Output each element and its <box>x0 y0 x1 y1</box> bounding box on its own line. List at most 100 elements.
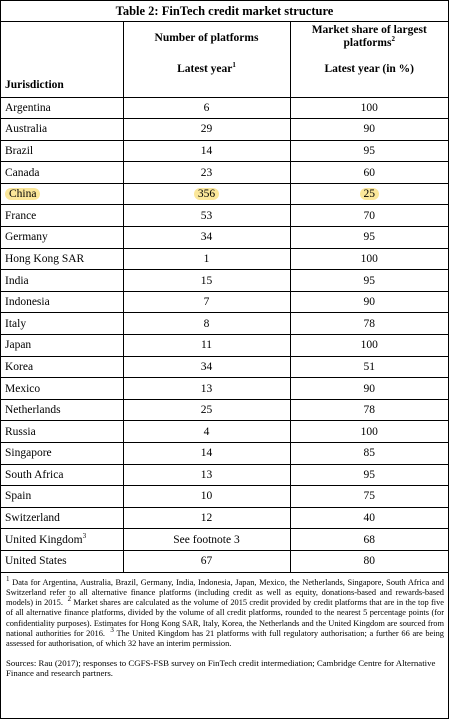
jurisdiction-cell: Germany <box>1 227 123 249</box>
jurisdiction-cell: United Kingdom3 <box>1 529 123 551</box>
jurisdiction-cell: United States <box>1 550 123 572</box>
share-cell: 78 <box>289 312 448 335</box>
share-value: 100 <box>360 425 378 438</box>
platforms-cell: 14 <box>122 442 290 465</box>
jurisdiction-cell: China <box>1 183 123 205</box>
jurisdiction-cell: Spain <box>1 486 123 508</box>
table-row: Russia 4 100 <box>1 420 448 443</box>
platforms-cell: 11 <box>122 334 290 357</box>
footnote-1: Data for Argentina, Australia, Brazil, G… <box>6 577 444 608</box>
platforms-cell: 8 <box>122 312 290 335</box>
share-value: 100 <box>360 101 378 114</box>
jurisdiction-name: Canada <box>5 166 40 179</box>
platforms-value: 14 <box>200 447 213 460</box>
platforms-value: 13 <box>200 468 213 481</box>
platforms-value: 356 <box>193 188 220 201</box>
jurisdiction-cell: Argentina <box>1 97 123 119</box>
footnote-1-mark: 1 <box>6 574 10 583</box>
share-value: 100 <box>360 339 378 352</box>
share-cell: 75 <box>289 485 448 508</box>
jurisdiction-name: China <box>5 188 41 201</box>
platforms-cell: 23 <box>122 161 290 184</box>
share-value: 80 <box>363 555 376 568</box>
table-row: China 356 25 <box>1 183 448 205</box>
platforms-cell: See footnote 3 <box>122 528 290 551</box>
table-row: Canada 23 60 <box>1 161 448 184</box>
platforms-cell: 6 <box>122 97 290 119</box>
table-row: United States 67 80 <box>1 550 448 573</box>
share-value: 68 <box>363 533 376 546</box>
platforms-cell: 34 <box>122 226 290 249</box>
sources-note: Sources: Rau (2017); responses to CGFS-F… <box>6 657 436 679</box>
table-row: Mexico 13 90 <box>1 377 448 400</box>
jurisdiction-cell: Indonesia <box>1 291 123 313</box>
platforms-value: 53 <box>200 209 213 222</box>
share-cell: 90 <box>289 118 448 141</box>
table-row: Italy 8 78 <box>1 312 448 335</box>
share-value: 95 <box>363 144 376 157</box>
jurisdiction-cell: Singapore <box>1 443 123 465</box>
share-header: Market share of largest platforms2 Lates… <box>289 22 448 97</box>
table-row: Germany 34 95 <box>1 226 448 249</box>
share-cell: 100 <box>289 420 448 443</box>
footnote-3-mark: 3 <box>110 626 114 635</box>
jurisdiction-name: United Kingdom <box>5 533 83 546</box>
footnote-2-ref: 2 <box>391 35 395 44</box>
platforms-value: 14 <box>200 144 213 157</box>
footnote-2: Market shares are calculated as the volu… <box>6 598 445 639</box>
platforms-value: 4 <box>203 425 210 438</box>
table-row: Netherlands 25 78 <box>1 399 448 421</box>
jurisdiction-header-label: Jurisdiction <box>5 78 64 91</box>
jurisdiction-cell: Australia <box>1 119 123 141</box>
jurisdiction-name: France <box>5 209 37 222</box>
platforms-cell: 25 <box>122 399 290 421</box>
platforms-header: Number of platforms Latest year1 <box>122 22 290 97</box>
footnote-3: The United Kingdom has 21 platforms with… <box>6 629 444 649</box>
jurisdiction-name: Japan <box>5 339 32 352</box>
table-row: Hong Kong SAR 1 100 <box>1 248 448 270</box>
platforms-value: 8 <box>203 317 210 330</box>
platforms-cell: 12 <box>122 507 290 529</box>
share-cell: 80 <box>289 550 448 573</box>
share-value: 78 <box>363 317 376 330</box>
footnote-ref: 3 <box>82 531 87 540</box>
share-cell: 100 <box>289 97 448 119</box>
share-value: 90 <box>363 123 376 136</box>
jurisdiction-cell: South Africa <box>1 464 123 486</box>
jurisdiction-name: Korea <box>5 360 34 373</box>
share-cell: 100 <box>289 334 448 357</box>
platforms-cell: 356 <box>122 183 290 205</box>
jurisdiction-cell: Italy <box>1 313 123 335</box>
table-row: Spain 10 75 <box>1 485 448 508</box>
jurisdiction-name: Russia <box>5 425 36 438</box>
platforms-cell: 15 <box>122 269 290 292</box>
share-cell: 90 <box>289 291 448 313</box>
share-cell: 95 <box>289 464 448 486</box>
platforms-value: 29 <box>200 123 213 136</box>
platforms-cell: 53 <box>122 204 290 227</box>
jurisdiction-name: South Africa <box>5 468 64 481</box>
table-row: Singapore 14 85 <box>1 442 448 465</box>
platforms-value: 11 <box>200 339 213 352</box>
jurisdiction-cell: Switzerland <box>1 507 123 529</box>
jurisdiction-name: Australia <box>5 123 48 136</box>
share-cell: 78 <box>289 399 448 421</box>
platforms-cell: 13 <box>122 464 290 486</box>
platforms-value: 6 <box>203 101 210 114</box>
jurisdiction-cell: Hong Kong SAR <box>1 248 123 270</box>
platforms-cell: 13 <box>122 377 290 400</box>
jurisdiction-cell: Mexico <box>1 378 123 400</box>
platforms-header-label: Number of platforms <box>154 32 259 44</box>
jurisdiction-cell: Japan <box>1 335 123 357</box>
table-row: Argentina 6 100 <box>1 97 448 119</box>
share-cell: 95 <box>289 140 448 162</box>
share-cell: 95 <box>289 226 448 249</box>
jurisdiction-name: Switzerland <box>5 512 60 525</box>
platforms-value: 67 <box>200 555 213 568</box>
share-value: 51 <box>363 360 376 373</box>
jurisdiction-name: Singapore <box>5 447 52 460</box>
platforms-value: 23 <box>200 166 213 179</box>
jurisdiction-name: Italy <box>5 317 27 330</box>
share-value: 100 <box>360 252 378 265</box>
